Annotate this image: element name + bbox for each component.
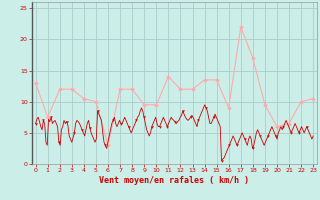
X-axis label: Vent moyen/en rafales ( km/h ): Vent moyen/en rafales ( km/h ) [100,176,249,185]
